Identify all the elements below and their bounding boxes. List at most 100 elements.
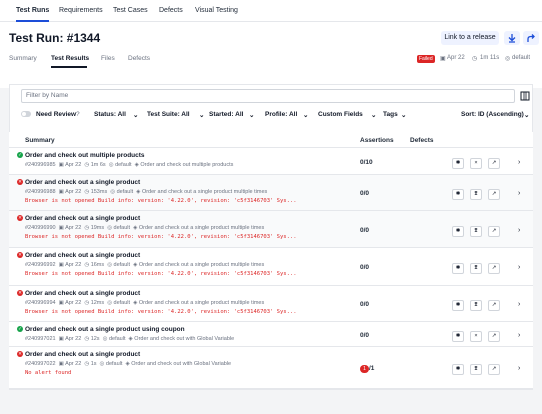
table-row[interactable]: ✕ Order and check out a single product #24…	[9, 211, 533, 248]
test-name[interactable]: Order and check out a single product	[25, 215, 141, 222]
check-circle-icon: ✓	[17, 326, 23, 332]
profile-icon: ◎	[105, 162, 116, 168]
table-row[interactable]: ✓ Order and check out multiple products #2…	[9, 148, 533, 175]
bug-icon[interactable]: ✱	[452, 189, 464, 200]
test-duration: 1m 6s	[90, 162, 106, 168]
tags-filter[interactable]: Tags	[383, 111, 398, 118]
double-check-icon[interactable]: ⩩	[470, 189, 482, 200]
nav-test-runs[interactable]: Test Runs	[16, 0, 50, 22]
test-duration: 1s	[90, 361, 97, 367]
sort-select[interactable]: Sort: ID (Ascending)	[461, 111, 524, 118]
test-name[interactable]: Order and check out a single product	[25, 290, 141, 297]
table-row[interactable]: ✕ Order and check out a single product #24…	[9, 248, 533, 286]
test-suite-filter[interactable]: Test Suite: All	[147, 111, 190, 118]
active-tab-indicator	[51, 66, 87, 68]
nav-test-cases[interactable]: Test Cases	[113, 7, 148, 14]
nav-requirements[interactable]: Requirements	[59, 7, 103, 14]
test-name[interactable]: Order and check out multiple products	[25, 152, 145, 159]
header-summary: Summary	[25, 137, 55, 144]
close-icon[interactable]: ×	[470, 331, 482, 342]
table-row[interactable]: ✕ Order and check out a single product #24…	[9, 175, 533, 211]
open-external-icon[interactable]: ↗	[488, 158, 500, 169]
tab-files[interactable]: Files	[101, 55, 115, 62]
bug-icon[interactable]: ✱	[452, 331, 464, 342]
close-icon[interactable]: ×	[470, 158, 482, 169]
test-id: #240996990	[25, 225, 56, 231]
table-row[interactable]: ✓ Order and check out a single product us…	[9, 322, 533, 347]
bug-icon[interactable]: ✱	[452, 263, 464, 274]
test-name[interactable]: Order and check out a single product usi…	[25, 326, 185, 333]
filter-input[interactable]: Filter by Name	[21, 89, 515, 103]
open-external-icon[interactable]: ↗	[488, 364, 500, 375]
open-external-icon[interactable]: ↗	[488, 226, 500, 237]
need-review-toggle[interactable]	[21, 111, 31, 117]
double-check-icon[interactable]: ⩩	[470, 263, 482, 274]
chevron-right-icon[interactable]: ›	[518, 332, 521, 339]
suite-icon: ◈	[130, 300, 139, 306]
table-header: Summary Assertions Defects	[9, 132, 533, 148]
error-message: No alert found	[25, 370, 72, 376]
check-circle-icon: ✓	[17, 152, 23, 158]
table-row[interactable]: ✕ Order and check out a single product #24…	[9, 286, 533, 322]
tab-test-results[interactable]: Test Results	[51, 55, 90, 62]
nav-visual-testing[interactable]: Visual Testing	[195, 7, 238, 14]
test-id: #240996992	[25, 262, 56, 268]
bug-icon[interactable]: ✱	[452, 364, 464, 375]
link-to-release-button[interactable]: Link to a release	[441, 31, 499, 45]
profile-icon: ◎	[505, 56, 511, 62]
test-suite: Order and check out with Global Variable	[131, 361, 232, 367]
test-date: Apr 22	[65, 262, 82, 268]
open-external-icon[interactable]: ↗	[488, 300, 500, 311]
bug-icon[interactable]: ✱	[452, 226, 464, 237]
status-badge: Failed	[417, 55, 435, 63]
chevron-right-icon[interactable]: ›	[518, 190, 521, 197]
calendar-icon: ▣	[55, 225, 66, 231]
row-meta: #240996985 ▣ Apr 22 ◷ 1m 6s ◎ default ◈ …	[25, 162, 233, 168]
open-external-icon[interactable]: ↗	[488, 189, 500, 200]
bug-icon[interactable]: ✱	[452, 300, 464, 311]
suite-icon: ◈	[130, 262, 139, 268]
test-profile: default	[108, 336, 126, 342]
open-external-icon[interactable]: ↗	[488, 263, 500, 274]
chevron-down-icon: ⌄	[199, 112, 205, 119]
nav-defects[interactable]: Defects	[159, 7, 183, 14]
test-duration: 12s	[90, 336, 100, 342]
test-name[interactable]: Order and check out a single product	[25, 252, 141, 259]
chevron-right-icon[interactable]: ›	[518, 365, 521, 372]
started-filter[interactable]: Started: All	[209, 111, 244, 118]
test-suite: Order and check out a single product mul…	[138, 262, 265, 268]
test-name[interactable]: Order and check out a single product	[25, 351, 141, 358]
test-id: #240996994	[25, 300, 56, 306]
columns-icon[interactable]	[519, 89, 531, 103]
tab-summary[interactable]: Summary	[9, 55, 37, 62]
chevron-right-icon[interactable]: ›	[518, 159, 521, 166]
double-check-icon[interactable]: ⩩	[470, 300, 482, 311]
run-environment: default	[512, 55, 531, 61]
test-profile: default	[116, 189, 134, 195]
double-check-icon[interactable]: ⩩	[470, 364, 482, 375]
share-icon[interactable]	[523, 31, 539, 45]
x-circle-icon: ✕	[17, 290, 23, 296]
profile-icon: ◎	[104, 262, 114, 268]
clock-icon: ◷	[81, 162, 91, 168]
run-duration: 1m 11s	[480, 55, 500, 61]
profile-icon: ◎	[96, 361, 106, 367]
open-external-icon[interactable]: ↗	[488, 331, 500, 342]
assertions-count: 0/0	[360, 301, 370, 308]
table-row[interactable]: ✕ Order and check out a single product #24…	[9, 347, 533, 389]
chevron-right-icon[interactable]: ›	[518, 301, 521, 308]
tab-defects[interactable]: Defects	[128, 55, 151, 62]
profile-filter[interactable]: Profile: All	[265, 111, 298, 118]
suite-icon: ◈	[133, 189, 142, 195]
status-filter[interactable]: Status: All	[94, 111, 126, 118]
chevron-right-icon[interactable]: ›	[518, 227, 521, 234]
test-id: #240997022	[25, 361, 56, 367]
assertions-count: 0/0	[360, 190, 370, 197]
custom-fields-filter[interactable]: Custom Fields	[318, 111, 363, 118]
chevron-right-icon[interactable]: ›	[518, 264, 521, 271]
test-name[interactable]: Order and check out a single product	[25, 179, 141, 186]
double-check-icon[interactable]: ⩩	[470, 226, 482, 237]
bug-icon[interactable]: ✱	[452, 158, 464, 169]
download-icon[interactable]	[504, 31, 520, 45]
clock-icon: ◷	[81, 300, 91, 306]
